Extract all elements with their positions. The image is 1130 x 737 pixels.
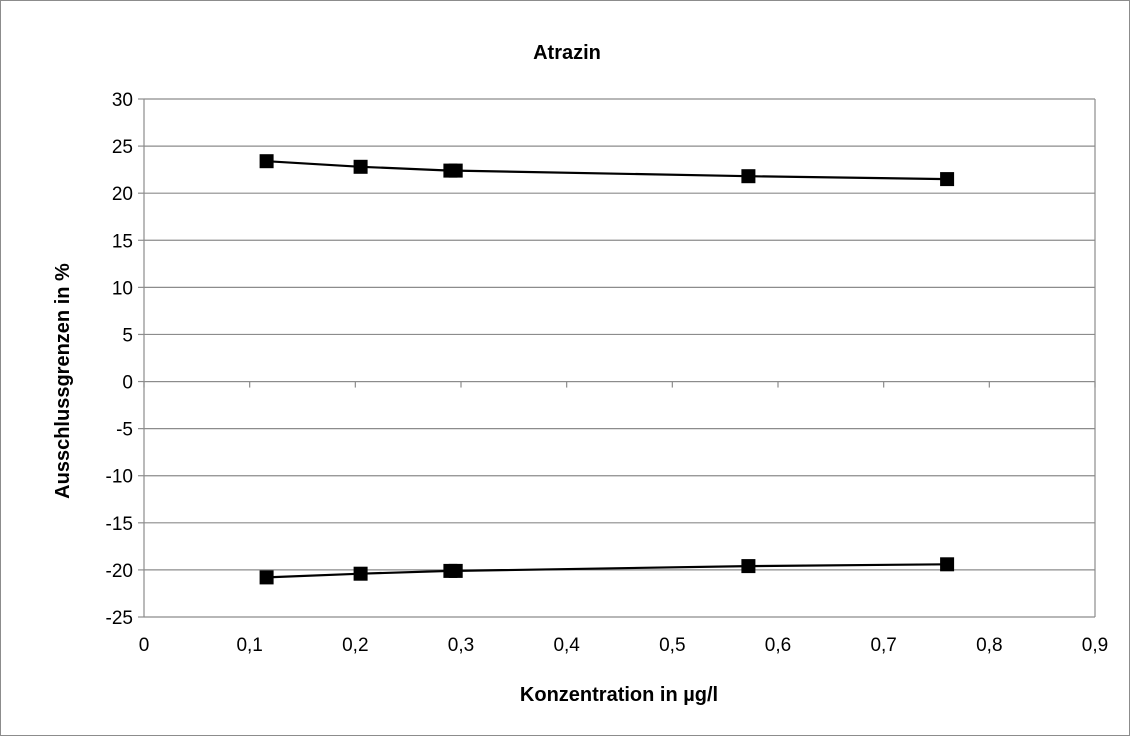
y-axis-title: Ausschlussgrenzen in % [52,263,74,499]
x-tick-label: 0 [139,635,150,656]
y-tick-label: 20 [112,184,133,205]
series-2-point [353,566,368,581]
series-2-point [741,559,756,574]
x-tick-label: 0,6 [765,635,791,656]
y-tick-label: 0 [122,373,133,394]
y-tick-label: 25 [112,137,133,158]
series-1-point [940,172,955,187]
series-1-point [741,169,756,184]
gridlines [144,98,1095,618]
y-tick-label: 5 [122,325,133,346]
x-tick-labels: 0 0,1 0,2 0,3 0,4 0,5 0,6 0,7 0,8 0,9 [139,635,1109,656]
y-tick-label: -20 [106,561,133,582]
series-1-point [353,159,368,174]
x-tick-label: 0,2 [342,635,368,656]
series-2-point [448,563,463,578]
y-tick-labels: 30 25 20 15 10 5 0 -5 -10 -15 -20 -25 [106,90,133,629]
x-tick-label: 0,8 [976,635,1002,656]
series-1-line [266,160,948,181]
x-tick-label: 0,1 [236,635,262,656]
x-tick-label: 0,7 [870,635,896,656]
y-tick-label: 10 [112,278,133,299]
y-tick-label: 30 [112,90,133,111]
x-tick-label: 0,3 [448,635,474,656]
y-tick-label: -25 [106,608,133,629]
series-1-point [448,163,463,178]
series [259,154,955,585]
series-1-point [259,154,274,169]
y-tick-label: -15 [106,514,133,535]
x-axis-title: Konzentration in µg/l [520,684,718,706]
chart-title: Atrazin [533,42,601,64]
axes [138,98,1096,618]
y-tick-label: 15 [112,231,133,252]
x-tick-label: 0,5 [659,635,685,656]
x-tick-label: 0,4 [553,635,580,656]
y-tick-label: -5 [116,420,133,441]
x-tick-label: 0,9 [1082,635,1108,656]
series-2-point [940,557,955,572]
y-tick-label: -10 [106,467,133,488]
series-2-line [266,563,948,579]
series-2-point [259,570,274,585]
